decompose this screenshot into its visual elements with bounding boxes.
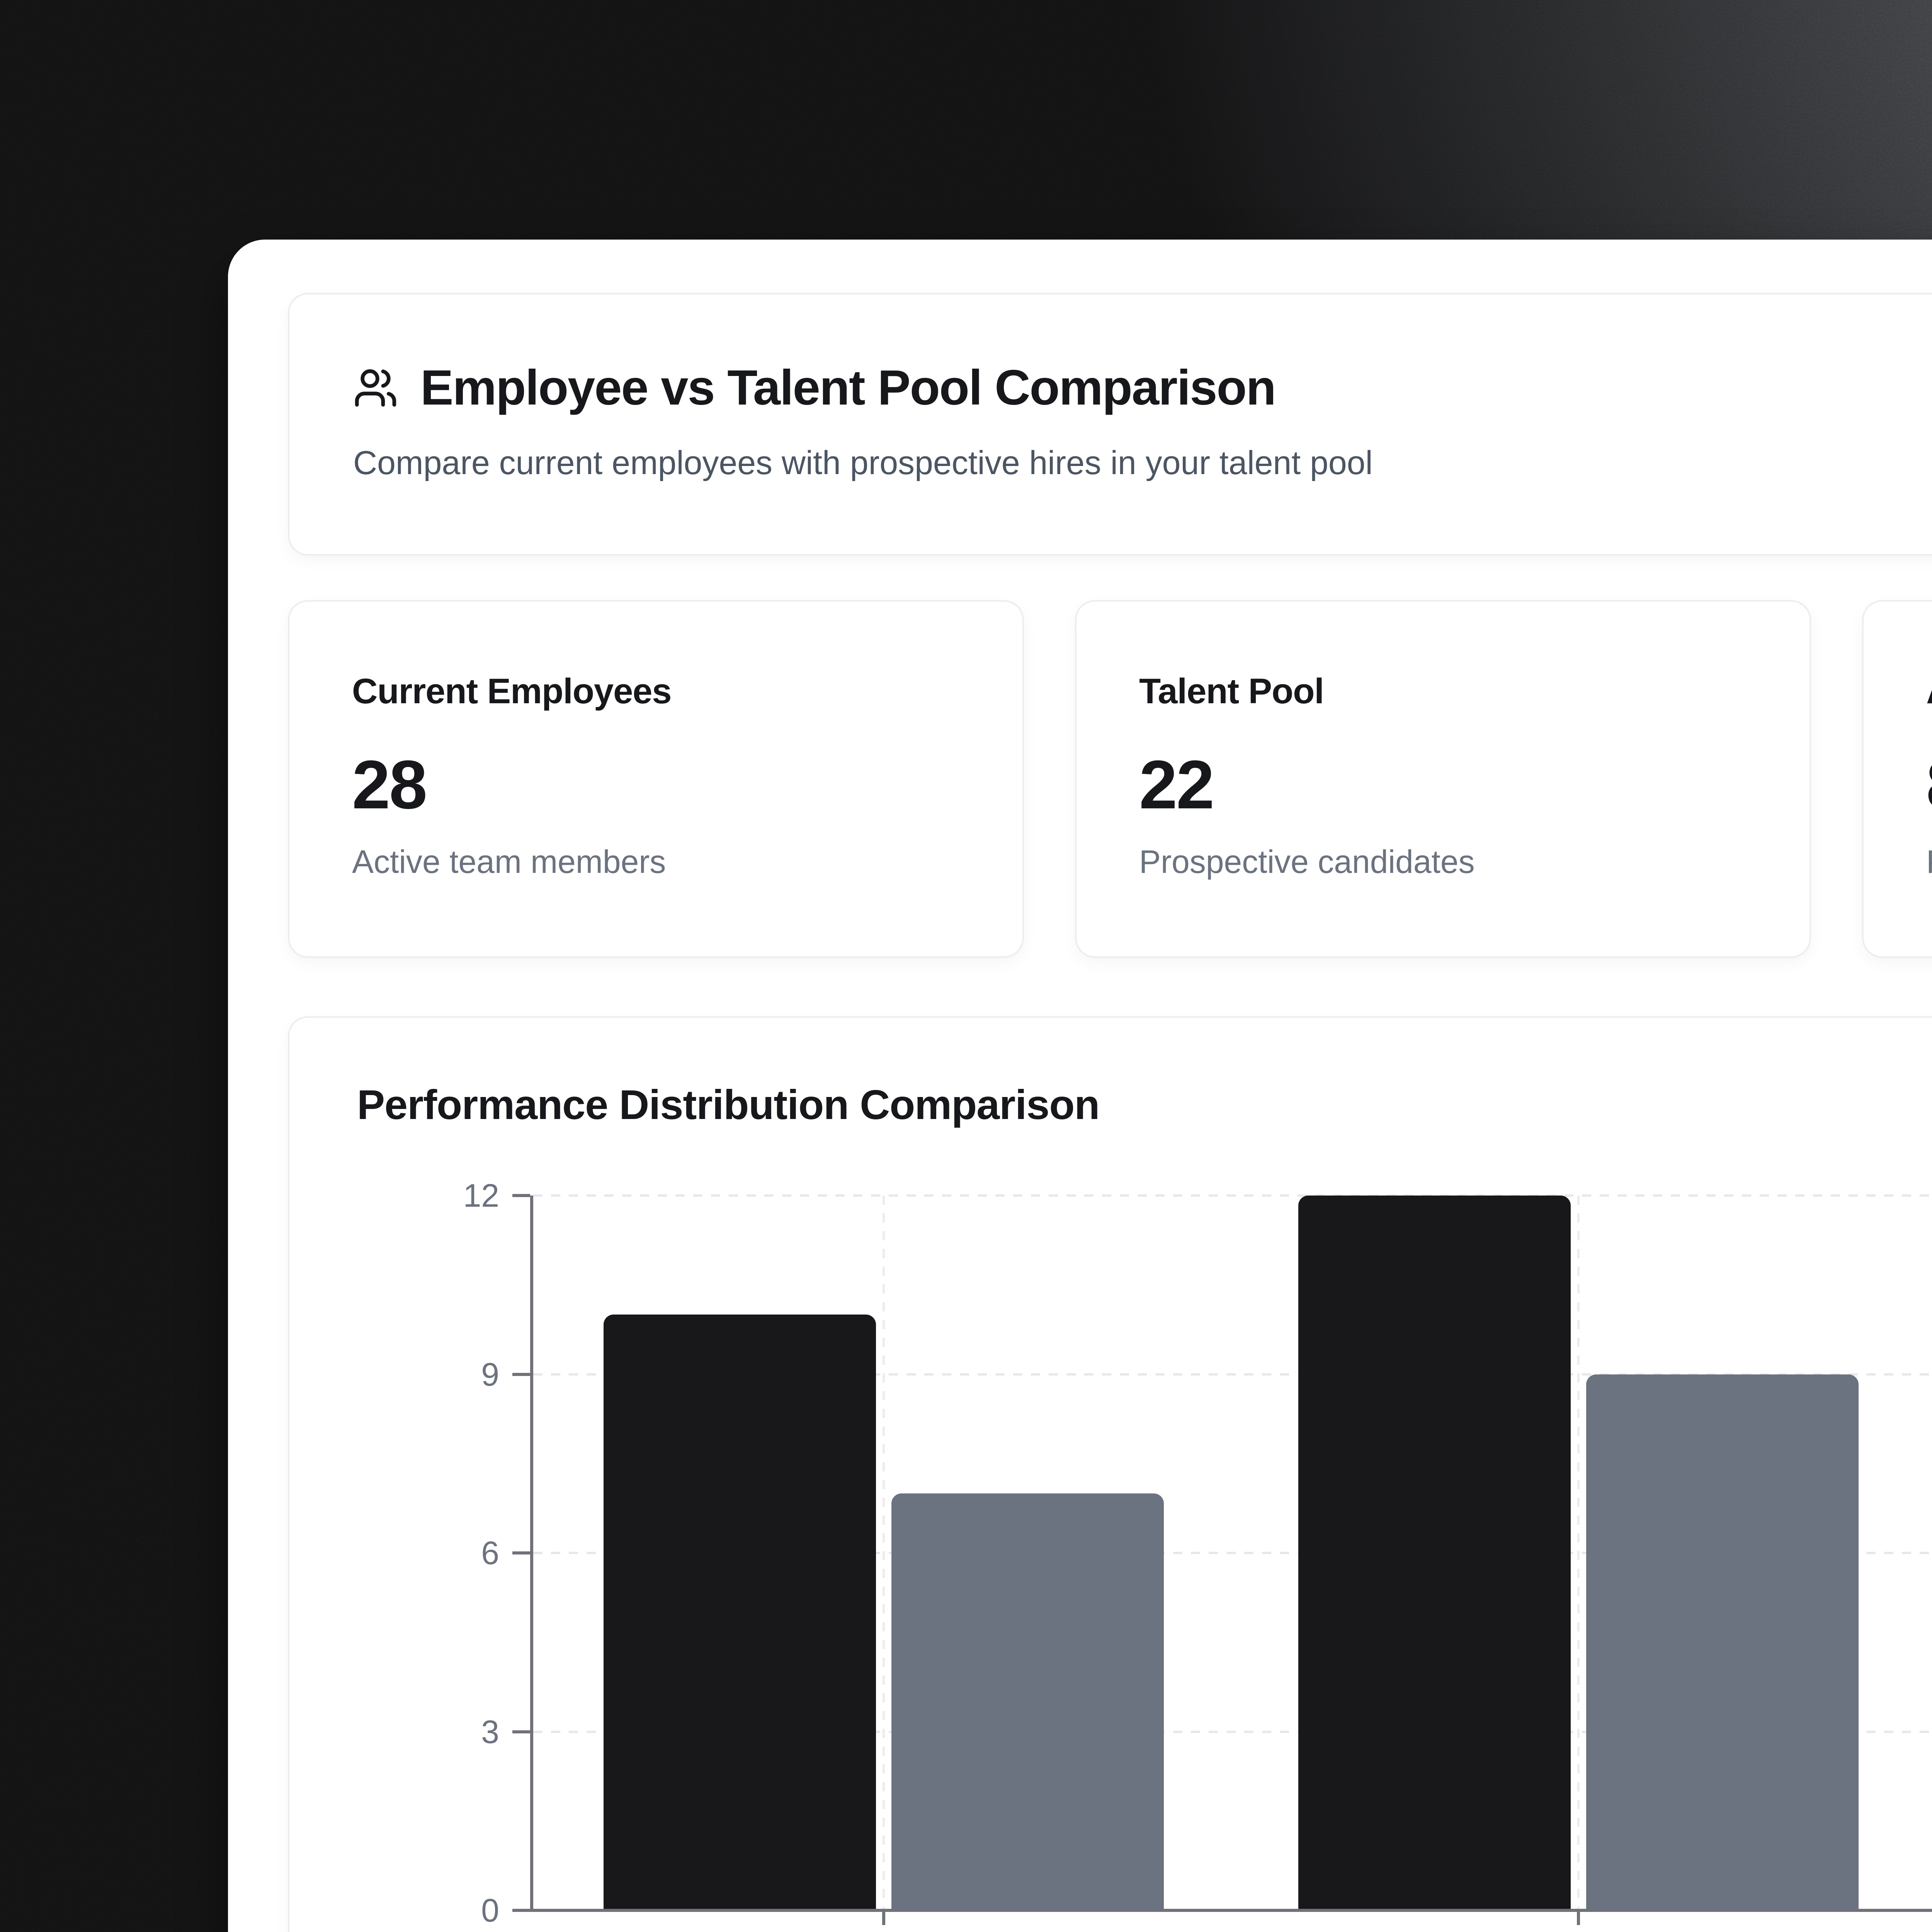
stat-description: Performance average bbox=[1926, 843, 1932, 881]
y-axis-tick-label: 12 bbox=[463, 1177, 499, 1214]
page-title: Employee vs Talent Pool Comparison bbox=[420, 360, 1276, 415]
gridline-horizontal bbox=[533, 1730, 1932, 1733]
stat-card-talent-pool: Talent Pool 22 Prospective candidates bbox=[1075, 600, 1811, 958]
plot-area: 036912ExcellentGoodAverage bbox=[463, 1179, 1932, 1927]
stat-label: Avg Employee Score bbox=[1926, 671, 1932, 712]
y-axis-tick-label: 0 bbox=[481, 1892, 499, 1929]
bar-talent-pool-excellent[interactable] bbox=[891, 1493, 1164, 1910]
chart-card: Performance Distribution Comparison 0 3 6 9… bbox=[288, 1016, 1932, 1932]
y-axis-tick-label: 3 bbox=[481, 1713, 499, 1750]
bar-current-employees-good[interactable] bbox=[1298, 1196, 1571, 1910]
gridline-horizontal bbox=[533, 1194, 1932, 1197]
y-axis-tick bbox=[512, 1372, 530, 1376]
stat-value: 22 bbox=[1139, 746, 1214, 823]
y-axis-tick bbox=[512, 1730, 530, 1733]
y-axis-line bbox=[530, 1196, 533, 1912]
y-axis-tick bbox=[512, 1194, 530, 1197]
y-axis-tick bbox=[512, 1909, 530, 1912]
users-icon bbox=[355, 369, 396, 406]
stat-label: Talent Pool bbox=[1139, 672, 1324, 711]
stat-card-current-employees: Current Employees 28 Active team members bbox=[288, 600, 1024, 958]
main-panel: Employee vs Talent Pool Comparison Compa… bbox=[228, 240, 1932, 1932]
stat-value: 28 bbox=[352, 746, 427, 823]
stats-row: Current Employees 28 Active team members… bbox=[288, 600, 1932, 958]
gridline-horizontal bbox=[533, 1373, 1932, 1376]
chart-title: Performance Distribution Comparison bbox=[357, 1081, 1100, 1128]
header-title-row: Employee vs Talent Pool Comparison bbox=[353, 359, 1932, 416]
page-subtitle: Compare current employees with prospecti… bbox=[353, 444, 1373, 482]
stat-value: 85% bbox=[1926, 750, 1932, 819]
stat-card-avg-employee-score: Avg Employee Score 85% Performance avera… bbox=[1862, 600, 1932, 958]
bar-current-employees-excellent[interactable] bbox=[604, 1315, 876, 1910]
x-axis-tick bbox=[882, 1910, 885, 1925]
y-axis-tick bbox=[512, 1551, 530, 1554]
x-axis-tick bbox=[1577, 1910, 1580, 1925]
gridline-horizontal bbox=[533, 1552, 1932, 1554]
stat-label: Current Employees bbox=[352, 672, 672, 711]
header-card: Employee vs Talent Pool Comparison Compa… bbox=[288, 293, 1932, 556]
stat-description: Prospective candidates bbox=[1139, 844, 1475, 880]
gridline-vertical bbox=[883, 1196, 885, 1910]
stat-description: Active team members bbox=[352, 844, 666, 880]
y-axis-tick-label: 9 bbox=[481, 1356, 499, 1393]
bar-talent-pool-good[interactable] bbox=[1586, 1374, 1859, 1910]
gridline-vertical bbox=[1577, 1196, 1580, 1910]
x-axis-line bbox=[530, 1909, 1932, 1912]
y-axis-tick-label: 6 bbox=[481, 1535, 499, 1571]
